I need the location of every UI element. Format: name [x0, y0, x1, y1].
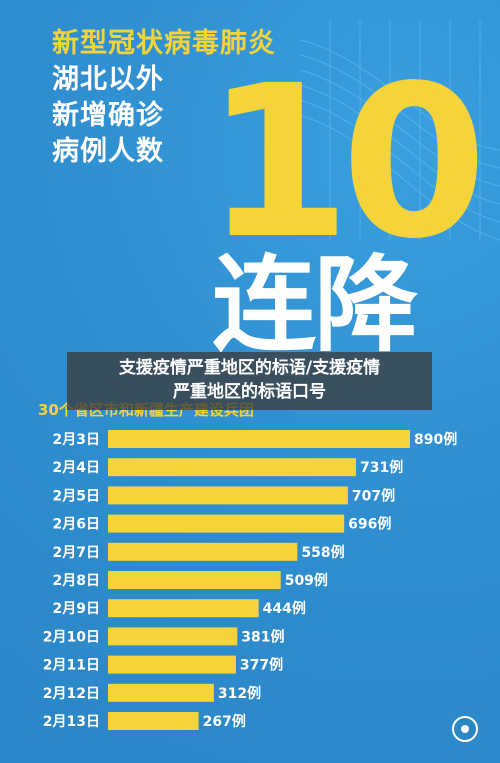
bar [108, 599, 259, 618]
value-label: 377例 [240, 657, 283, 674]
headline-line-2: 湖北以外 [52, 64, 164, 95]
bar [108, 712, 199, 730]
category-label: 2月8日 [53, 573, 100, 589]
value-label: 890例 [414, 431, 457, 448]
big-number: 10 [205, 40, 487, 285]
bar [108, 571, 281, 589]
category-label: 2月10日 [43, 629, 100, 645]
value-label: 312例 [218, 685, 261, 702]
category-label: 2月6日 [53, 517, 100, 533]
bar [108, 542, 298, 561]
value-label: 444例 [263, 600, 306, 617]
bar [108, 683, 214, 702]
value-label: 731例 [360, 459, 403, 476]
category-label: 2月9日 [53, 601, 100, 617]
category-label: 2月13日 [43, 714, 100, 730]
caption-line-2: 严重地区的标语口号 [173, 382, 326, 402]
value-label: 267例 [203, 713, 246, 730]
value-label: 509例 [285, 572, 328, 589]
category-label: 2月7日 [53, 545, 100, 561]
headline-line-3: 新增确诊 [52, 100, 164, 131]
category-label: 2月3日 [53, 432, 100, 448]
headline-line-4: 病例人数 [52, 136, 164, 167]
category-label: 2月12日 [43, 686, 100, 702]
bar [108, 458, 357, 477]
category-label: 2月5日 [53, 488, 100, 504]
category-label: 2月11日 [43, 658, 100, 674]
emblem-icon [452, 716, 478, 742]
value-label: 696例 [348, 516, 391, 533]
bar [108, 655, 236, 674]
big-words: 连降 [212, 244, 418, 366]
value-label: 558例 [301, 544, 344, 561]
bar [108, 514, 345, 533]
bar [108, 430, 410, 448]
value-label: 707例 [352, 487, 395, 504]
category-label: 2月4日 [53, 460, 100, 476]
caption-line-1: 支援疫情严重地区的标语/支援疫情 [118, 358, 381, 378]
caption-overlay: 支援疫情严重地区的标语/支援疫情 严重地区的标语口号 [67, 352, 432, 410]
value-label: 381例 [241, 628, 284, 645]
bar [108, 486, 348, 505]
bar [108, 627, 238, 646]
headline-line-1: 新型冠状病毒肺炎 [52, 28, 276, 59]
